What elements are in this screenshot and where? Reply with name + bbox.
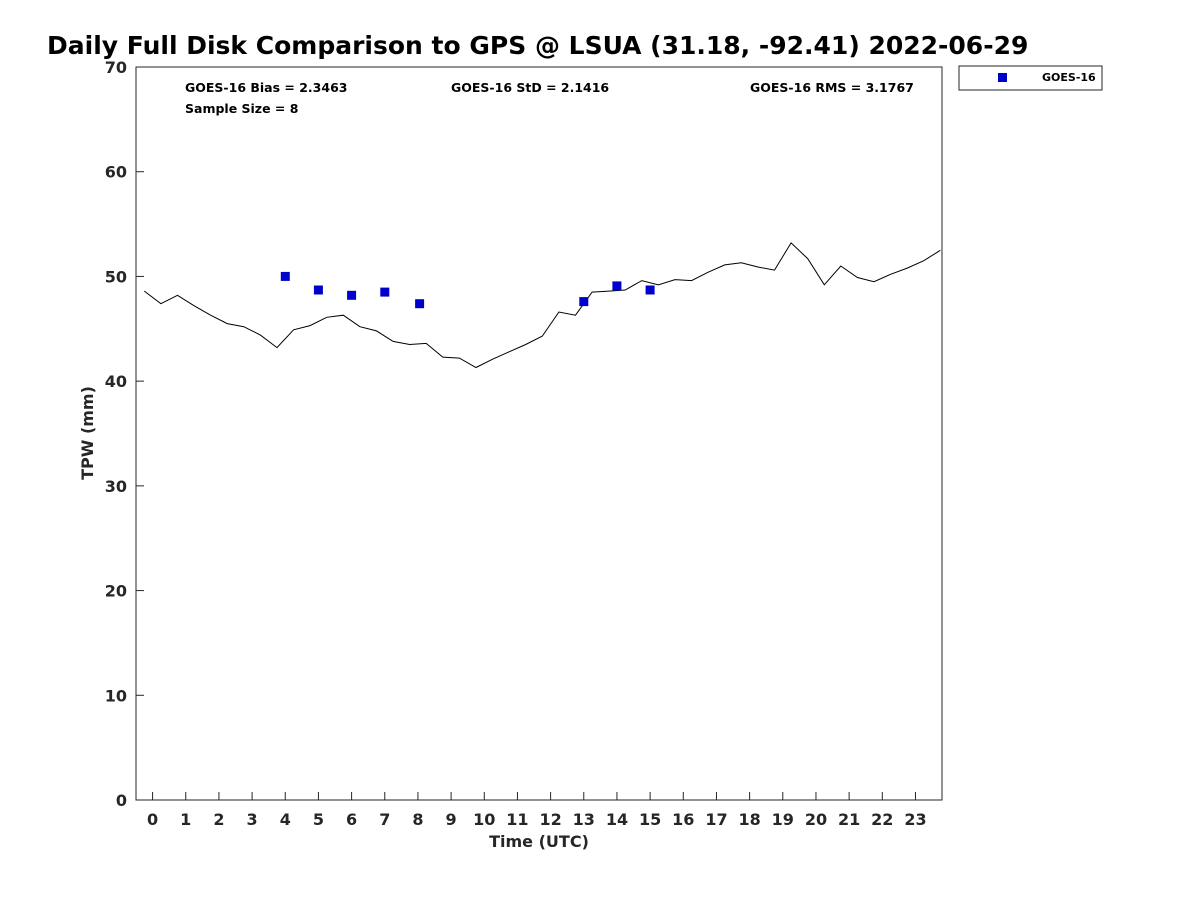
x-tick-label: 15 [639, 810, 661, 829]
x-tick-label: 6 [346, 810, 357, 829]
goes-16-point [313, 285, 323, 295]
x-axis-label: Time (UTC) [489, 832, 589, 851]
y-tick-label: 20 [105, 582, 127, 601]
chart-title: Daily Full Disk Comparison to GPS @ LSUA… [47, 31, 1028, 60]
x-tick-label: 10 [473, 810, 495, 829]
gps-series-line [143, 242, 941, 369]
goes-16-point [347, 290, 357, 300]
x-tick-label: 23 [904, 810, 926, 829]
x-tick-label: 5 [313, 810, 324, 829]
y-tick-label: 50 [105, 267, 127, 286]
x-tick-label: 1 [180, 810, 191, 829]
bias-stat: GOES-16 Bias = 2.3463 [185, 80, 347, 95]
x-axis: 0 1 2 3 4 5 6 7 8 9 10 11 12 13 14 15 16 17 18 19 20 21 22 23 [147, 792, 927, 829]
x-tick-label: 21 [838, 810, 860, 829]
y-tick-label: 40 [105, 372, 127, 391]
x-tick-label: 3 [247, 810, 258, 829]
goes-16-point [645, 285, 655, 295]
x-tick-label: 12 [539, 810, 561, 829]
x-tick-label: 20 [805, 810, 827, 829]
x-tick-label: 8 [412, 810, 423, 829]
x-tick-label: 0 [147, 810, 158, 829]
x-tick-label: 18 [738, 810, 760, 829]
y-tick-label: 70 [105, 58, 127, 77]
y-tick-label: 10 [105, 686, 127, 705]
x-tick-label: 22 [871, 810, 893, 829]
legend-box [958, 65, 1103, 91]
rms-stat: GOES-16 RMS = 3.1767 [750, 80, 914, 95]
y-tick-label: 0 [116, 791, 127, 810]
x-tick-label: 19 [772, 810, 794, 829]
x-tick-label: 13 [573, 810, 595, 829]
x-tick-label: 16 [672, 810, 694, 829]
y-tick-label: 30 [105, 477, 127, 496]
goes-16-point [415, 299, 425, 309]
x-tick-label: 9 [446, 810, 457, 829]
goes-16-point [579, 297, 589, 307]
legend: GOES-16 [958, 65, 1103, 91]
y-axis: 0 10 20 30 40 50 60 70 [105, 58, 144, 810]
goes-16-point [280, 271, 290, 281]
legend-label-goes-16: GOES-16 [1042, 71, 1096, 84]
x-tick-label: 2 [213, 810, 224, 829]
y-tick-label: 60 [105, 163, 127, 182]
x-tick-label: 4 [280, 810, 291, 829]
goes-16-series [280, 271, 655, 309]
plot-area [135, 66, 943, 801]
x-tick-label: 11 [506, 810, 528, 829]
goes-16-point [380, 287, 390, 297]
x-tick-label: 7 [379, 810, 390, 829]
x-tick-label: 17 [705, 810, 727, 829]
y-axis-label: TPW (mm) [78, 386, 97, 480]
std-stat: GOES-16 StD = 2.1416 [451, 80, 609, 95]
x-tick-label: 14 [606, 810, 628, 829]
legend-marker-goes-16 [998, 73, 1007, 82]
sample-size-stat: Sample Size = 8 [185, 101, 298, 116]
goes-16-point [612, 281, 622, 291]
